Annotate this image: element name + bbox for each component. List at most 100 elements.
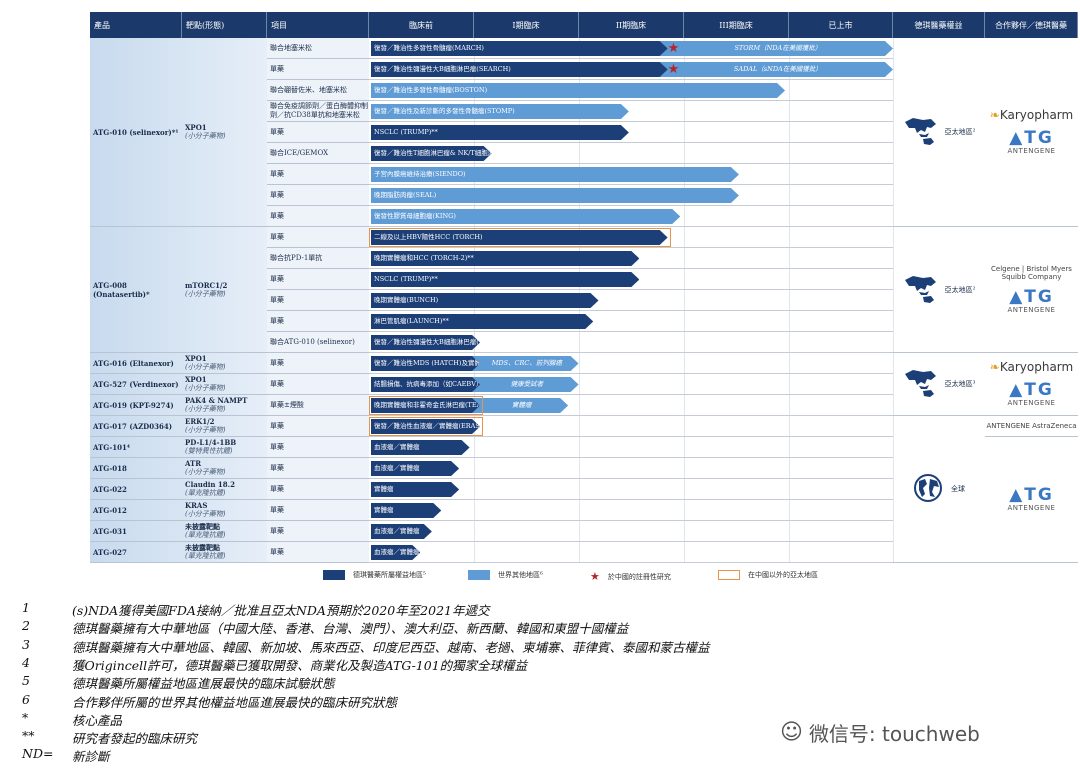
column-header: II期臨床 bbox=[579, 12, 684, 38]
partner-logo: Celgene | Bristol Myers Squibb Company bbox=[991, 264, 1072, 281]
logo-text: Karyopharm bbox=[999, 360, 1074, 374]
target-name: KRAS bbox=[185, 501, 208, 510]
rights-cell: 亞太地區² bbox=[893, 227, 985, 353]
target-name: 未披露靶點 bbox=[185, 543, 220, 552]
product-cell: ATG-027 bbox=[90, 542, 182, 563]
pipeline-bar: 復發／難治性彌漫性大B細胞淋巴瘤(MATCH) bbox=[371, 335, 480, 350]
footnote: ** 研究者發起的臨床研究 bbox=[22, 728, 197, 747]
pipeline-bar: 復發／難治性MDS (HATCH)及實體瘤 bbox=[371, 356, 480, 371]
product-name: ATG-010 (selinexor)*¹ bbox=[93, 127, 179, 137]
legend-label: 在中國以外的亞太地區 bbox=[748, 571, 818, 579]
row-divider bbox=[369, 142, 893, 143]
item-cell: 單藥 bbox=[267, 311, 369, 332]
item-label: 聯合免疫調節劑／蛋白酶體抑制劑／抗CD38單抗和地塞米松 bbox=[270, 102, 368, 119]
product-name: ATG-027 bbox=[93, 547, 127, 557]
item-label: 單藥 bbox=[270, 169, 284, 178]
item-label: 聯合ICE/GEMOX bbox=[270, 148, 329, 157]
bar-label: 晚期脂肪肉瘤(SEAL) bbox=[374, 191, 437, 199]
stage-divider bbox=[893, 38, 894, 563]
row-divider bbox=[369, 478, 893, 479]
pipeline-bar: 復發／難治性彌漫性大B細胞淋巴瘤(SEARCH) bbox=[371, 62, 668, 77]
row-divider bbox=[369, 79, 893, 80]
footnote-mark: 6 bbox=[22, 691, 30, 707]
star-icon: ★ bbox=[667, 41, 680, 56]
item-label: 單藥 bbox=[270, 211, 284, 220]
pipeline-bar: 晚期實體瘤和非霍奇金氏淋巴瘤(TEACH) bbox=[371, 398, 480, 413]
item-cell: 單藥 bbox=[267, 542, 369, 563]
item-label: 單藥 bbox=[270, 274, 284, 283]
legend-label: 德琪醫藥所屬權益地區⁵ bbox=[353, 571, 426, 579]
footnote: 2 德琪醫藥擁有大中華地區（中國大陸、香港、台灣、澳門）、澳大利亞、新西蘭、韓國和… bbox=[22, 618, 628, 637]
column-header: 靶點(形態) bbox=[182, 12, 267, 38]
apac-outline bbox=[369, 228, 671, 247]
legend-item: ★ 於中國的註冊性研究 bbox=[590, 570, 671, 583]
stage-divider bbox=[789, 38, 790, 563]
product-cell: ATG-012 bbox=[90, 500, 182, 521]
target-name: ATR bbox=[185, 459, 202, 468]
item-label: 單藥 bbox=[270, 232, 284, 241]
karyopharm-logo: ❧Karyopharm bbox=[989, 360, 1074, 374]
target-name: PAK4 & NAMPT bbox=[185, 396, 248, 405]
footnote: ND= 新診斷 bbox=[22, 746, 110, 765]
stage-divider bbox=[684, 38, 685, 563]
antengene-logo: ▲TG ANTENGENE bbox=[1007, 380, 1056, 408]
antengene-logo: ▲TG ANTENGENE bbox=[1007, 286, 1056, 314]
bar-label: 淋巴管肌瘤(LAUNCH)** bbox=[374, 317, 449, 325]
column-header: 德琪醫藥權益 bbox=[893, 12, 985, 38]
item-label: 單藥 bbox=[270, 463, 284, 472]
row-divider bbox=[369, 226, 893, 227]
footnote: 1 (s)NDA獲得美國FDA接納／批准且亞太NDA預期於2020年至2021年遞… bbox=[22, 600, 490, 619]
bar-label: 復發／難治性T細胞淋巴瘤& NK/T細胞淋巴瘤(TOUCH) bbox=[374, 149, 492, 157]
column-header: 已上市 bbox=[789, 12, 893, 38]
product-name: ATG-012 bbox=[93, 505, 127, 515]
target-form: (小分子藥物) bbox=[185, 132, 226, 140]
item-cell: 單藥 bbox=[267, 479, 369, 500]
row-divider bbox=[369, 415, 893, 416]
row-divider bbox=[369, 394, 893, 395]
item-cell: 聯合ICE/GEMOX bbox=[267, 143, 369, 164]
item-label: 聯合硼替佐米、地塞米松 bbox=[270, 85, 347, 94]
watermark: ☺ 微信号: touchweb bbox=[780, 718, 980, 747]
asia-pacific-map-icon bbox=[903, 274, 937, 306]
footnote-text: 研究者發起的臨床研究 bbox=[72, 731, 198, 747]
logo-text: ANTENGENE bbox=[1007, 399, 1056, 407]
product-name: ATG-019 (KPT-9274) bbox=[93, 400, 174, 410]
rest-of-world-bar: STORM（NDA在美國獲批） bbox=[660, 41, 893, 56]
item-cell: 單藥 bbox=[267, 122, 369, 143]
bar-label: NSCLC (TRUMP)** bbox=[374, 275, 438, 283]
item-label: 聯合ATG-010 (selinexor) bbox=[270, 337, 355, 346]
footnote-text: 獲Origincell許可，德琪醫藥已獲取開發、商業化及製造ATG-101的獨家… bbox=[72, 657, 528, 673]
legend-swatch bbox=[323, 570, 345, 580]
item-label: 單藥 bbox=[270, 127, 284, 136]
pipeline-bar: 血液瘤／實體瘤 bbox=[371, 545, 420, 560]
partner-cell: ▲TG ANTENGENE bbox=[985, 437, 1078, 563]
row-divider bbox=[369, 163, 893, 164]
partner-cell: ❧Karyopharm ▲TG ANTENGENE bbox=[985, 38, 1078, 227]
item-cell: 單藥 bbox=[267, 500, 369, 521]
target-form: (單克隆抗體) bbox=[185, 531, 226, 539]
product-cell: ATG-017 (AZD0364) bbox=[90, 416, 182, 437]
item-cell: 單藥±煙酸 bbox=[267, 395, 369, 416]
item-label: 單藥 bbox=[270, 505, 284, 514]
item-cell: 聯合免疫調節劑／蛋白酶體抑制劑／抗CD38單抗和地塞米松 bbox=[267, 101, 369, 122]
bar-label: 晚期實體瘤和HCC (TORCH-2)** bbox=[374, 254, 474, 262]
bar-label: 血液瘤／實體瘤 bbox=[374, 527, 420, 535]
antengene-logo: ▲TG ANTENGENE bbox=[1007, 484, 1056, 512]
bar-label: NSCLC (TRUMP)** bbox=[374, 128, 438, 136]
footnote: 5 德琪醫藥所屬權益地區進展最快的臨床試驗狀態 bbox=[22, 673, 335, 692]
product-cell: ATG-527 (Verdinexor) bbox=[90, 374, 182, 395]
rights-label: 亞太地區³ bbox=[944, 380, 976, 388]
target-name: XPO1 bbox=[185, 123, 207, 132]
bar-label: MDS、CRC、前列腺癌 bbox=[491, 359, 562, 367]
pipeline-bar: 淋巴管肌瘤(LAUNCH)** bbox=[371, 314, 593, 329]
wechat-icon: ☺ bbox=[780, 720, 803, 745]
item-cell: 單藥 bbox=[267, 416, 369, 437]
column-header: 合作夥伴／德琪醫藥 bbox=[985, 12, 1078, 38]
item-cell: 單藥 bbox=[267, 227, 369, 248]
bar-label: 血液瘤／實體瘤 bbox=[374, 464, 420, 472]
pipeline-bar: 血液瘤／實體瘤 bbox=[371, 461, 459, 476]
item-cell: 單藥 bbox=[267, 185, 369, 206]
column-header: 產品 bbox=[90, 12, 182, 38]
pipeline-bar: 實體瘤 bbox=[371, 482, 459, 497]
item-cell: 單藥 bbox=[267, 521, 369, 542]
